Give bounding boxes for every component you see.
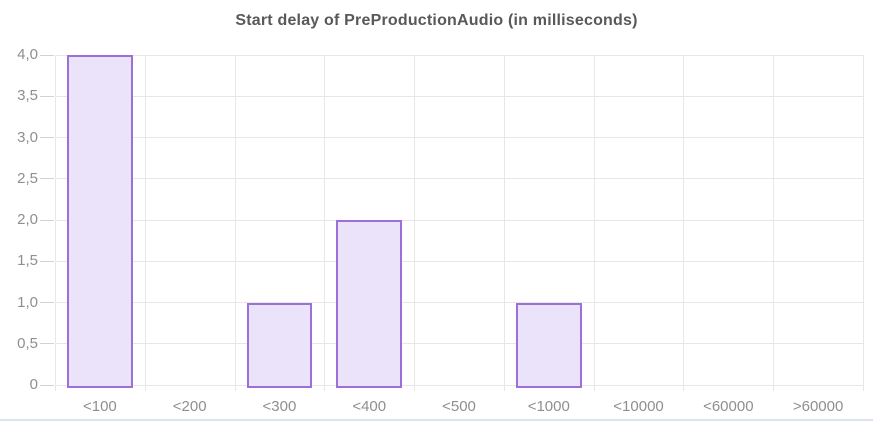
x-axis-label: <200	[172, 398, 207, 415]
y-gridline	[55, 54, 863, 56]
x-gridline	[323, 55, 325, 391]
x-axis-label: <400	[352, 398, 387, 415]
x-gridline	[144, 55, 146, 391]
x-axis-label: <100	[82, 398, 117, 415]
y-axis-label: 0,5	[17, 334, 38, 352]
y-gridline	[55, 178, 863, 180]
x-axis-label: <500	[442, 398, 476, 415]
y-tick	[40, 219, 54, 221]
y-gridline	[55, 137, 863, 138]
y-axis-label: 2,0	[17, 211, 38, 228]
y-tick	[40, 260, 54, 262]
x-axis-label: >60000	[792, 398, 844, 415]
chart-title: Start delay of PreProductionAudio (in mi…	[235, 12, 638, 29]
y-gridline	[55, 260, 863, 262]
y-gridline	[55, 343, 863, 345]
y-tick	[40, 54, 54, 56]
x-gridline	[413, 55, 415, 391]
y-axis-label: 0	[29, 376, 38, 393]
x-gridline	[682, 55, 684, 391]
y-gridline	[55, 384, 863, 386]
y-tick	[40, 302, 54, 303]
bar-<1000	[516, 302, 582, 388]
x-gridline	[593, 55, 595, 391]
x-gridline	[54, 55, 56, 391]
y-gridline	[55, 302, 863, 303]
x-axis-label: <10000	[613, 398, 664, 415]
y-tick	[40, 343, 54, 345]
x-gridline	[862, 55, 864, 391]
y-gridline	[55, 219, 863, 221]
y-gridline	[55, 95, 863, 97]
y-axis-label: 2,5	[17, 169, 38, 187]
y-axis-label: 1,5	[17, 252, 38, 270]
y-tick	[40, 137, 54, 138]
bottom-divider	[0, 419, 873, 421]
x-axis-label: <60000	[703, 398, 754, 415]
y-axis-label: 4,0	[17, 46, 38, 63]
x-axis-label: <1000	[527, 398, 570, 415]
bar-<100	[67, 55, 133, 388]
y-axis-label: 3,5	[17, 87, 38, 105]
bar-<400	[336, 220, 402, 388]
x-axis-label: <300	[262, 398, 297, 415]
x-gridline	[234, 55, 236, 391]
y-tick	[40, 95, 54, 97]
x-gridline	[772, 55, 774, 391]
bar-<300	[246, 302, 313, 388]
plot-area: 0 0,5 1,0 1,5 2,0 2,5 3,0 3,5 4,0 <100 <200 <300 <40…	[17, 47, 864, 415]
y-axis-label: 1,0	[17, 293, 38, 311]
y-tick	[40, 178, 54, 180]
x-gridline	[503, 55, 505, 391]
y-axis-label: 3,0	[17, 128, 38, 146]
y-tick	[40, 384, 54, 386]
